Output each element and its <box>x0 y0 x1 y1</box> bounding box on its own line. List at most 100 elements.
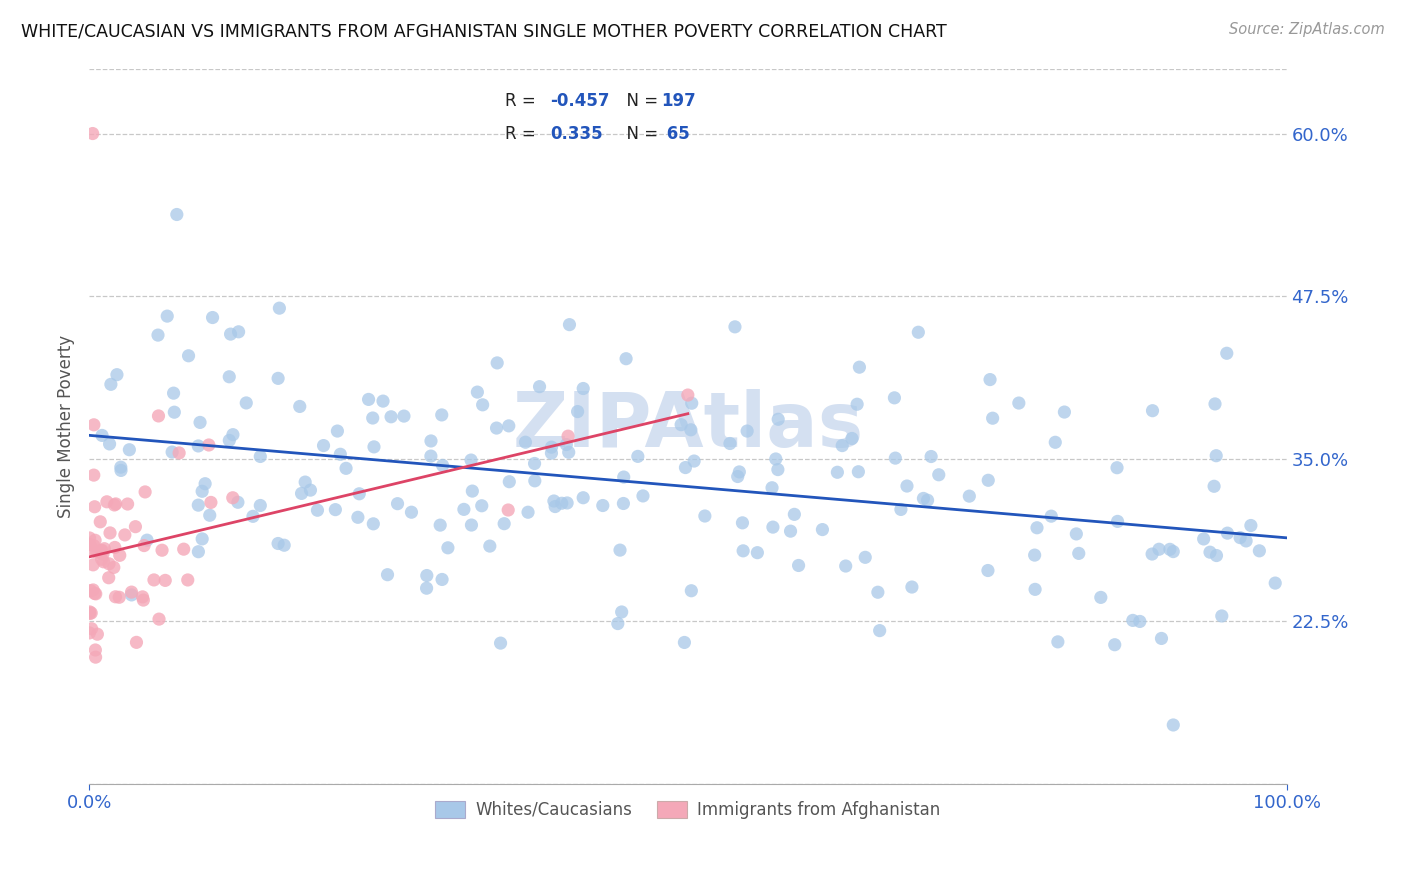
Text: R =: R = <box>505 125 546 144</box>
Point <box>79 626 101 640</box>
Point <box>766 412 789 426</box>
Point <box>1216 346 1239 360</box>
Point <box>121 588 143 602</box>
Point <box>118 442 141 457</box>
Point <box>84 587 107 601</box>
Point <box>226 495 249 509</box>
Point <box>834 559 856 574</box>
Point <box>150 543 173 558</box>
Point <box>1026 521 1049 535</box>
Point <box>907 325 929 339</box>
Text: -0.457: -0.457 <box>550 92 610 110</box>
Point <box>131 590 153 604</box>
Point <box>104 497 127 511</box>
Point <box>80 583 103 598</box>
Point <box>187 498 209 512</box>
Point <box>1142 403 1164 417</box>
Point <box>1161 544 1184 558</box>
Point <box>361 411 384 425</box>
Point <box>612 496 634 510</box>
Point <box>1150 632 1173 646</box>
Point <box>90 543 112 558</box>
Point <box>347 510 370 524</box>
Point <box>1104 638 1126 652</box>
Text: N =: N = <box>616 92 664 110</box>
Point <box>110 463 132 477</box>
Point <box>222 427 245 442</box>
Point <box>167 446 190 460</box>
Point <box>1053 405 1076 419</box>
Point <box>80 606 103 620</box>
Point <box>103 498 125 512</box>
Point <box>1045 435 1067 450</box>
Point <box>93 541 115 556</box>
Point <box>416 568 439 582</box>
Point <box>188 416 211 430</box>
Point <box>883 391 905 405</box>
Point <box>86 627 108 641</box>
Point <box>103 560 125 574</box>
Point <box>110 460 132 475</box>
Point <box>917 493 939 508</box>
Point <box>460 453 482 467</box>
Point <box>363 440 385 454</box>
Text: ZIPAtlas: ZIPAtlas <box>512 389 863 463</box>
Point <box>683 454 706 468</box>
Point <box>831 439 853 453</box>
Point <box>1129 615 1152 629</box>
Point <box>761 481 783 495</box>
Text: 197: 197 <box>661 92 696 110</box>
Point <box>478 539 501 553</box>
Point <box>848 360 870 375</box>
Point <box>198 438 221 452</box>
Point <box>1161 718 1184 732</box>
Point <box>80 622 103 636</box>
Point <box>177 349 200 363</box>
Point <box>91 543 114 558</box>
Point <box>1159 542 1181 557</box>
Point <box>349 487 371 501</box>
Point <box>90 552 112 566</box>
Point <box>242 509 264 524</box>
Point <box>979 373 1001 387</box>
Point <box>104 541 127 555</box>
Point <box>848 465 870 479</box>
Point <box>557 445 579 459</box>
Point <box>869 624 891 638</box>
Point <box>1090 591 1112 605</box>
Point <box>912 491 935 506</box>
Point <box>928 467 950 482</box>
Point <box>1008 396 1031 410</box>
Point <box>198 508 221 523</box>
Y-axis label: Single Mother Poverty: Single Mother Poverty <box>58 334 75 517</box>
Point <box>387 497 409 511</box>
Point <box>896 479 918 493</box>
Point <box>523 474 546 488</box>
Point <box>766 462 789 476</box>
Point <box>609 543 631 558</box>
Point <box>155 574 177 588</box>
Point <box>105 368 128 382</box>
Point <box>555 437 578 451</box>
Point <box>430 573 453 587</box>
Point <box>312 439 335 453</box>
Point <box>267 536 290 550</box>
Point <box>669 417 692 432</box>
Point <box>866 585 889 599</box>
Point <box>1211 609 1233 624</box>
Point <box>98 557 121 571</box>
Point <box>86 545 108 559</box>
Point <box>218 369 240 384</box>
Point <box>299 483 322 497</box>
Point <box>765 452 787 467</box>
Point <box>592 499 614 513</box>
Point <box>489 636 512 650</box>
Point <box>718 436 741 450</box>
Point <box>79 537 101 551</box>
Point <box>83 586 105 600</box>
Point <box>160 445 183 459</box>
Point <box>371 394 394 409</box>
Point <box>673 635 696 649</box>
Point <box>517 505 540 519</box>
Point <box>269 301 291 315</box>
